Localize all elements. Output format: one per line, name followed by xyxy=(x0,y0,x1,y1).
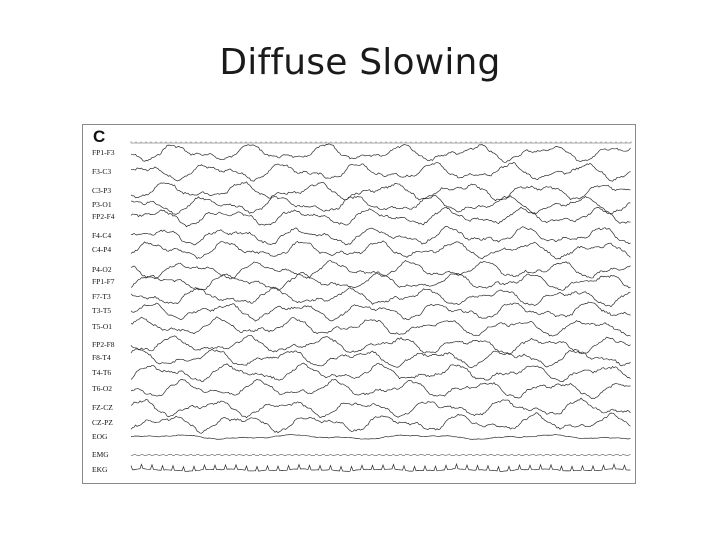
trace-fp1-f7 xyxy=(130,271,631,291)
channel-label-fp1-f7: FP1-F7 xyxy=(92,277,115,286)
panel-letter: C xyxy=(93,127,106,146)
trace-c3-p3 xyxy=(130,181,631,202)
channel-label-emg: EMG xyxy=(92,450,109,459)
channel-label-c3-p3: C3-P3 xyxy=(92,186,112,195)
trace-t5-o1 xyxy=(130,316,631,337)
trace-t3-t5 xyxy=(130,301,631,322)
slide-title: Diffuse Slowing xyxy=(219,42,501,83)
channel-label-fz-cz: FZ-CZ xyxy=(92,403,113,412)
channel-label-fp1-f3: FP1-F3 xyxy=(92,148,115,157)
trace-fp2-f8 xyxy=(130,334,631,355)
trace-fz-cz xyxy=(130,397,631,419)
trace-f3-c3 xyxy=(130,162,631,182)
trace-eog xyxy=(130,433,631,440)
channel-label-f4-c4: F4-C4 xyxy=(92,231,112,240)
trace-ekg xyxy=(130,462,631,472)
channel-label-f3-c3: F3-C3 xyxy=(92,167,112,176)
channel-label-eog: EOG xyxy=(92,432,108,441)
eeg-waveform-traces xyxy=(130,141,632,472)
channel-label-p3-o1: P3-O1 xyxy=(92,200,112,209)
channel-label-f8-t4: F8-T4 xyxy=(92,353,111,362)
channel-label-t4-t6: T4-T6 xyxy=(92,368,112,377)
channel-label-cz-pz: CZ-PZ xyxy=(92,418,113,427)
trace-t6-o2 xyxy=(130,378,631,399)
trace-f4-c4 xyxy=(130,225,631,246)
channel-label-fp2-f4: FP2-F4 xyxy=(92,212,115,221)
eeg-figure: C FP1-F3 F3-C3 C3-P3 P3-O1 FP2-F4 F4-C4 C4-P4 P… xyxy=(82,124,636,484)
channel-label-p4-o2: P4-O2 xyxy=(92,265,112,274)
trace-p4-o2 xyxy=(130,259,631,280)
trace-t4-t6 xyxy=(130,362,631,382)
channel-label-t5-o1: T5-O1 xyxy=(92,322,112,331)
channel-label-c4-p4: C4-P4 xyxy=(92,245,112,254)
trace-f7-t3 xyxy=(130,286,631,308)
channel-label-ekg: EKG xyxy=(92,465,108,474)
trace-emg xyxy=(130,453,631,457)
channel-label-f7-t3: F7-T3 xyxy=(92,292,111,301)
trace-c4-p4 xyxy=(130,240,631,260)
channel-label-fp2-f8: FP2-F8 xyxy=(92,340,115,349)
trace-fp2-f4 xyxy=(130,206,631,228)
trace-fp1-f3 xyxy=(130,143,631,163)
trace-p3-o1 xyxy=(130,195,631,215)
trace-cz-pz xyxy=(130,412,631,434)
time-marker-line xyxy=(130,141,632,144)
channel-label-t3-t5: T3-T5 xyxy=(92,306,112,315)
trace-f8-t4 xyxy=(130,348,631,369)
channel-label-t6-o2: T6-O2 xyxy=(92,384,112,393)
